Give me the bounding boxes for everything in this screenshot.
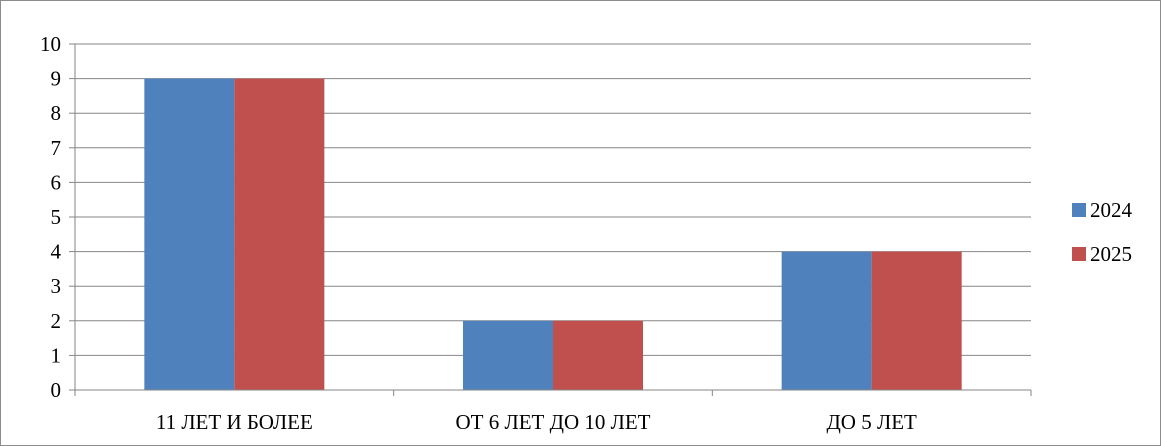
category-labels: 11 ЛЕТ И БОЛЕЕ ОТ 6 ЛЕТ ДО 10 ЛЕТ ДО 5 ЛЕТ xyxy=(156,410,917,434)
bar-2025-1 xyxy=(234,78,325,390)
y-tick-label: 4 xyxy=(51,240,62,264)
legend-swatch-2025 xyxy=(1072,247,1086,261)
y-tick-label: 2 xyxy=(51,309,62,333)
bar-2024-3 xyxy=(781,251,872,390)
axes xyxy=(69,43,1032,396)
bar-2024-2 xyxy=(463,320,553,390)
y-tick-labels: 0 1 2 3 4 5 6 7 8 9 10 xyxy=(40,32,62,402)
bar-2025-2 xyxy=(553,320,643,390)
legend: 2024 2025 xyxy=(1072,198,1133,266)
y-tick-label: 8 xyxy=(51,101,62,125)
y-tick-label: 1 xyxy=(51,343,62,367)
category-label: 11 ЛЕТ И БОЛЕЕ xyxy=(156,410,313,434)
y-tick-label: 0 xyxy=(51,378,62,402)
legend-label: 2025 xyxy=(1090,242,1132,266)
y-tick-label: 3 xyxy=(51,274,62,298)
y-tick-label: 10 xyxy=(40,32,61,56)
bars xyxy=(144,78,962,390)
bar-2024-1 xyxy=(144,78,235,390)
legend-swatch-2024 xyxy=(1072,203,1086,217)
y-tick-label: 7 xyxy=(51,136,62,160)
category-label: ОТ 6 ЛЕТ ДО 10 ЛЕТ xyxy=(455,410,650,434)
category-label: ДО 5 ЛЕТ xyxy=(826,410,917,434)
bar-2025-3 xyxy=(871,251,962,390)
y-tick-label: 6 xyxy=(51,170,62,194)
y-tick-label: 9 xyxy=(51,67,62,91)
legend-label: 2024 xyxy=(1090,198,1133,222)
y-tick-label: 5 xyxy=(51,205,62,229)
